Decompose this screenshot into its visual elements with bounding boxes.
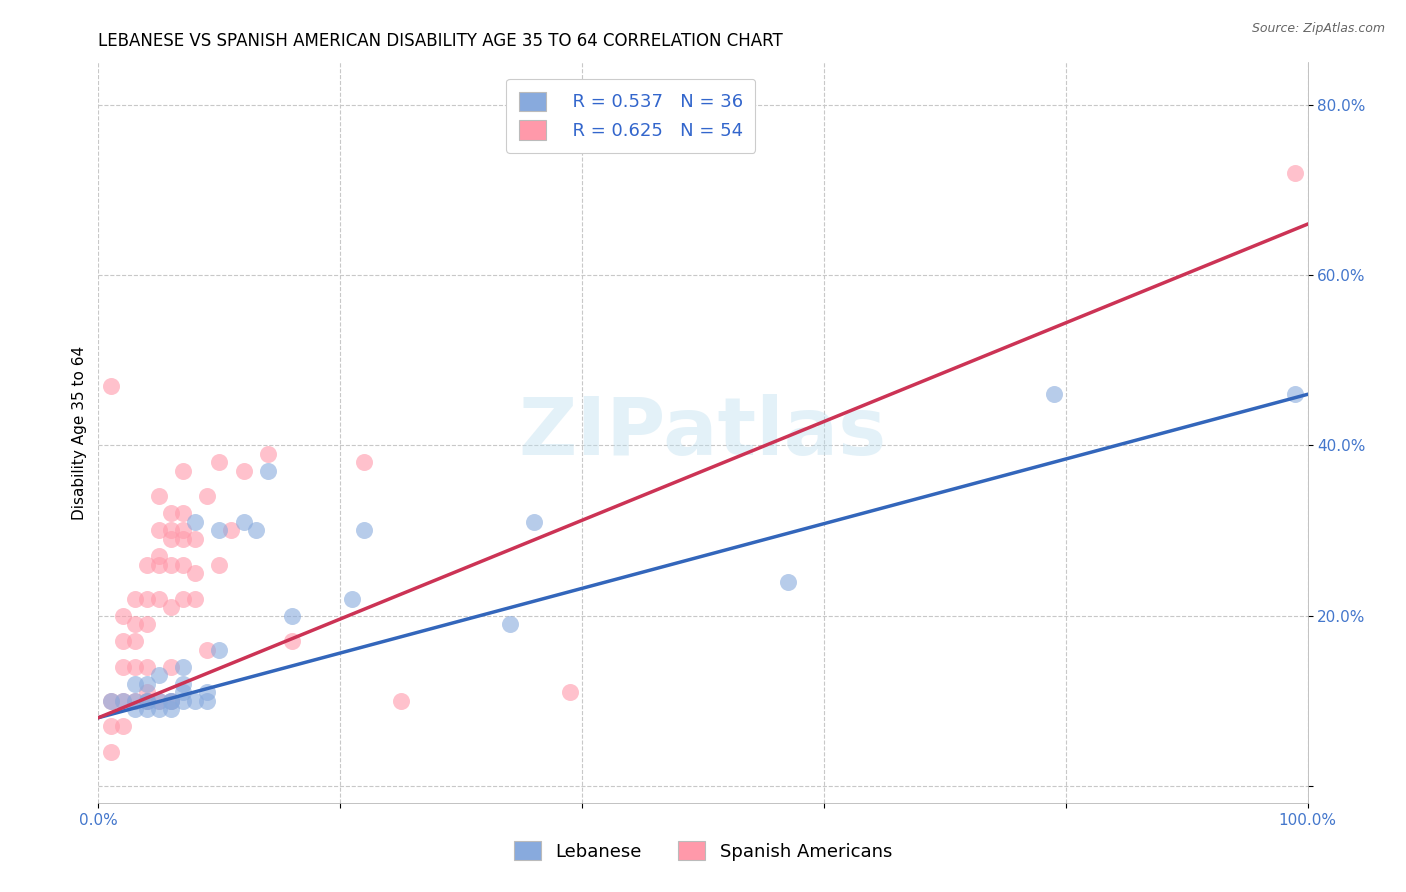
Point — [184, 515, 207, 529]
Point — [135, 558, 157, 572]
Point — [172, 659, 194, 673]
Point — [135, 685, 157, 699]
Point — [558, 685, 581, 699]
Point — [148, 558, 170, 572]
Point — [208, 455, 231, 469]
Point — [184, 566, 207, 580]
Point — [148, 591, 170, 606]
Point — [160, 507, 183, 521]
Point — [124, 694, 146, 708]
Point — [208, 642, 231, 657]
Point — [195, 685, 218, 699]
Point — [221, 524, 243, 538]
Point — [172, 591, 194, 606]
Point — [135, 591, 157, 606]
Point — [184, 532, 207, 546]
Point — [232, 515, 254, 529]
Text: ZIPatlas: ZIPatlas — [519, 393, 887, 472]
Point — [1042, 387, 1064, 401]
Point — [172, 685, 194, 699]
Point — [111, 694, 134, 708]
Point — [160, 694, 183, 708]
Point — [148, 524, 170, 538]
Point — [232, 464, 254, 478]
Point — [100, 694, 122, 708]
Point — [776, 574, 799, 589]
Point — [256, 447, 278, 461]
Point — [135, 694, 157, 708]
Text: LEBANESE VS SPANISH AMERICAN DISABILITY AGE 35 TO 64 CORRELATION CHART: LEBANESE VS SPANISH AMERICAN DISABILITY … — [98, 32, 783, 50]
Point — [172, 524, 194, 538]
Point — [245, 524, 267, 538]
Point — [498, 617, 520, 632]
Point — [523, 515, 546, 529]
Point — [1284, 387, 1306, 401]
Point — [148, 668, 170, 682]
Point — [389, 694, 412, 708]
Point — [124, 659, 146, 673]
Point — [160, 532, 183, 546]
Point — [111, 634, 134, 648]
Point — [172, 507, 194, 521]
Point — [148, 549, 170, 563]
Point — [124, 634, 146, 648]
Point — [281, 634, 304, 648]
Point — [172, 464, 194, 478]
Point — [124, 617, 146, 632]
Point — [148, 702, 170, 716]
Point — [100, 719, 122, 733]
Point — [184, 591, 207, 606]
Point — [195, 642, 218, 657]
Point — [195, 490, 218, 504]
Point — [184, 694, 207, 708]
Point — [148, 490, 170, 504]
Point — [135, 694, 157, 708]
Point — [195, 694, 218, 708]
Point — [160, 659, 183, 673]
Point — [160, 558, 183, 572]
Point — [160, 694, 183, 708]
Point — [111, 608, 134, 623]
Point — [160, 600, 183, 615]
Point — [135, 659, 157, 673]
Point — [100, 745, 122, 759]
Point — [160, 694, 183, 708]
Point — [172, 676, 194, 690]
Point — [100, 379, 122, 393]
Point — [172, 532, 194, 546]
Point — [208, 524, 231, 538]
Point — [100, 694, 122, 708]
Point — [135, 694, 157, 708]
Point — [172, 558, 194, 572]
Point — [135, 676, 157, 690]
Legend: Lebanese, Spanish Americans: Lebanese, Spanish Americans — [506, 833, 900, 868]
Point — [281, 608, 304, 623]
Point — [111, 659, 134, 673]
Point — [353, 524, 375, 538]
Point — [160, 524, 183, 538]
Point — [135, 702, 157, 716]
Point — [124, 694, 146, 708]
Point — [160, 702, 183, 716]
Point — [111, 719, 134, 733]
Point — [1284, 166, 1306, 180]
Point — [135, 617, 157, 632]
Point — [111, 694, 134, 708]
Point — [208, 558, 231, 572]
Y-axis label: Disability Age 35 to 64: Disability Age 35 to 64 — [72, 345, 87, 520]
Point — [148, 694, 170, 708]
Point — [148, 694, 170, 708]
Point — [124, 676, 146, 690]
Point — [124, 702, 146, 716]
Point — [353, 455, 375, 469]
Point — [172, 694, 194, 708]
Text: Source: ZipAtlas.com: Source: ZipAtlas.com — [1251, 22, 1385, 36]
Point — [124, 591, 146, 606]
Point — [256, 464, 278, 478]
Point — [342, 591, 364, 606]
